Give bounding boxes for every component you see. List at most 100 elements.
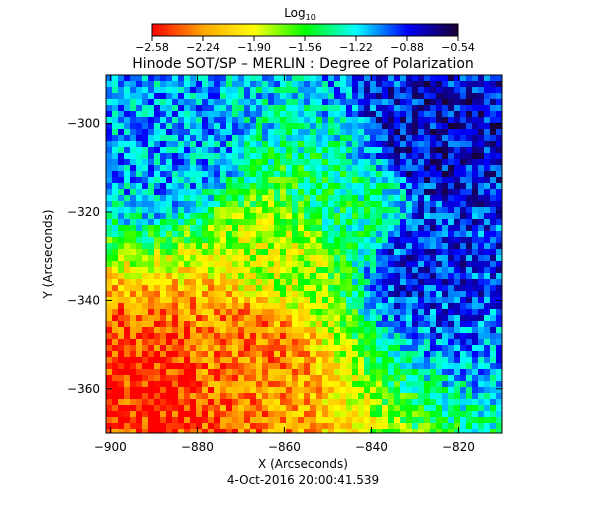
heatmap-cell	[238, 405, 245, 412]
heatmap-cell	[262, 321, 269, 328]
heatmap-cell	[130, 423, 137, 430]
heatmap-cell	[484, 291, 491, 298]
heatmap-cell	[244, 111, 251, 118]
heatmap-cell	[466, 387, 473, 394]
heatmap-cell	[310, 231, 317, 238]
heatmap-cell	[280, 207, 287, 214]
heatmap-cell	[280, 141, 287, 148]
heatmap-cell	[412, 303, 419, 310]
heatmap-cell	[382, 177, 389, 184]
heatmap-cell	[490, 93, 497, 100]
heatmap-cell	[304, 393, 311, 400]
heatmap-cell	[334, 183, 341, 190]
heatmap-cell	[226, 135, 233, 142]
heatmap-cell	[202, 309, 209, 316]
heatmap-cell	[106, 285, 113, 292]
heatmap-cell	[442, 141, 449, 148]
heatmap-cell	[208, 75, 215, 82]
heatmap-cell	[436, 231, 443, 238]
heatmap-cell	[292, 261, 299, 268]
heatmap-cell	[478, 321, 485, 328]
heatmap-cell	[490, 219, 497, 226]
heatmap-cell	[178, 387, 185, 394]
heatmap-cell	[274, 135, 281, 142]
heatmap-cell	[202, 177, 209, 184]
heatmap-cell	[142, 351, 149, 358]
heatmap-cell	[430, 99, 437, 106]
heatmap-cell	[400, 105, 407, 112]
heatmap-cell	[472, 183, 479, 190]
heatmap-cell	[442, 405, 449, 412]
heatmap-cell	[442, 315, 449, 322]
heatmap-cell	[136, 273, 143, 280]
heatmap-cell	[190, 315, 197, 322]
heatmap-cell	[412, 213, 419, 220]
heatmap-cell	[484, 399, 491, 406]
heatmap-cell	[148, 279, 155, 286]
heatmap-cell	[202, 171, 209, 178]
heatmap-cell	[244, 369, 251, 376]
heatmap-cell	[340, 303, 347, 310]
heatmap-cell	[394, 339, 401, 346]
heatmap-cell	[112, 315, 119, 322]
heatmap-cell	[358, 417, 365, 424]
heatmap-cell	[358, 357, 365, 364]
heatmap-cell	[190, 405, 197, 412]
heatmap-cell	[286, 339, 293, 346]
heatmap-cell	[220, 81, 227, 88]
heatmap-cell	[304, 195, 311, 202]
heatmap-cell	[454, 393, 461, 400]
heatmap-cell	[310, 381, 317, 388]
heatmap-cell	[118, 315, 125, 322]
heatmap-cell	[388, 207, 395, 214]
heatmap-cell	[388, 219, 395, 226]
heatmap-cell	[256, 189, 263, 196]
heatmap-cell	[412, 261, 419, 268]
timestamp: 4-Oct-2016 20:00:41.539	[227, 473, 379, 487]
heatmap-cell	[352, 177, 359, 184]
heatmap-cell	[274, 171, 281, 178]
heatmap-cell	[292, 411, 299, 418]
heatmap-cell	[124, 411, 131, 418]
heatmap-cell	[496, 225, 502, 232]
heatmap-cell	[118, 297, 125, 304]
heatmap-cell	[274, 417, 281, 424]
heatmap-cell	[496, 93, 502, 100]
heatmap-cell	[154, 75, 161, 82]
heatmap-cell	[490, 363, 497, 370]
heatmap-cell	[346, 369, 353, 376]
heatmap-cell	[142, 105, 149, 112]
heatmap-cell	[142, 309, 149, 316]
heatmap-cell	[238, 135, 245, 142]
heatmap-cell	[334, 81, 341, 88]
heatmap-cell	[478, 339, 485, 346]
heatmap-cell	[142, 357, 149, 364]
heatmap-cell	[346, 345, 353, 352]
heatmap-cell	[460, 75, 467, 82]
heatmap-cell	[256, 117, 263, 124]
heatmap-cell	[256, 201, 263, 208]
y-tick-label: −300	[67, 117, 100, 131]
heatmap-cell	[196, 261, 203, 268]
heatmap-cell	[160, 429, 167, 433]
heatmap-cell	[418, 195, 425, 202]
heatmap-cell	[220, 303, 227, 310]
heatmap-cell	[118, 207, 125, 214]
heatmap-cell	[370, 147, 377, 154]
heatmap-cell	[124, 291, 131, 298]
heatmap-cell	[388, 315, 395, 322]
heatmap-cell	[256, 405, 263, 412]
heatmap-cell	[196, 423, 203, 430]
heatmap-cell	[364, 249, 371, 256]
heatmap-cell	[298, 135, 305, 142]
heatmap-cell	[322, 357, 329, 364]
heatmap-cell	[202, 345, 209, 352]
heatmap-cell	[358, 105, 365, 112]
heatmap-cell	[280, 201, 287, 208]
heatmap-cell	[490, 159, 497, 166]
heatmap-cell	[226, 417, 233, 424]
heatmap-cell	[376, 399, 383, 406]
heatmap-cell	[166, 105, 173, 112]
heatmap-cell	[466, 207, 473, 214]
heatmap-cell	[406, 135, 413, 142]
